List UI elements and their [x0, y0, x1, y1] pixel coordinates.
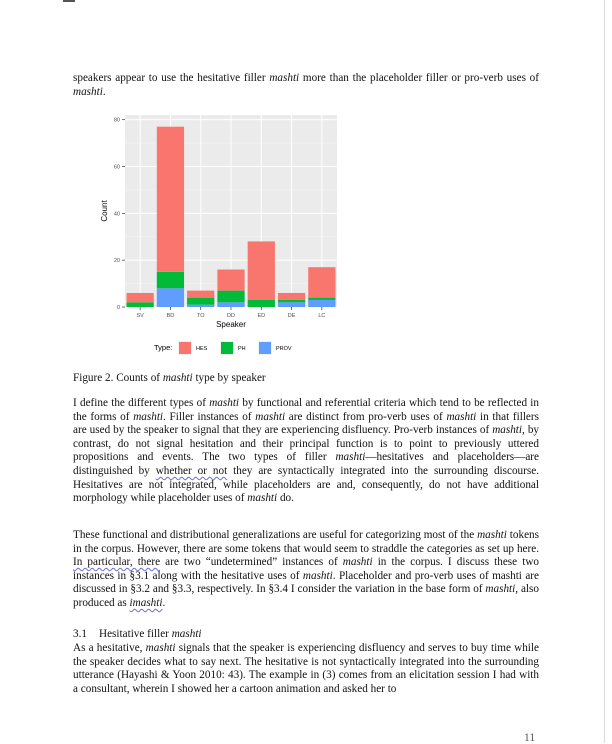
bar-segment-prov — [277, 302, 306, 307]
legend-title: Type: — [154, 343, 172, 352]
bar-segment-prov — [156, 288, 185, 307]
legend-swatch-ph — [221, 342, 233, 354]
intro-text: speakers appear to use the hesitative fi… — [73, 72, 539, 98]
bar-segment-ph — [277, 299, 306, 303]
y-tick-label: 80 — [114, 118, 120, 124]
bar-segment-ph — [187, 297, 215, 305]
bar-segment-hes — [156, 126, 185, 272]
figure-caption: Figure 2. Counts of mashti type by speak… — [73, 372, 266, 384]
y-tick-label: 40 — [114, 211, 120, 217]
marked-phrase: In particular, there — [73, 556, 161, 569]
x-tick-label: ED — [257, 313, 265, 319]
italic-term: mashti — [477, 529, 507, 541]
bar-segment-ph — [247, 299, 275, 307]
italic-term: mashti — [485, 583, 516, 596]
y-tick-label: 20 — [114, 258, 120, 264]
legend-label-prov: PROV — [276, 346, 292, 352]
section-title-italic: mashti — [171, 628, 202, 640]
bar-segment-hes — [247, 241, 275, 300]
section-number: 3.1 — [73, 628, 87, 640]
bar-segment-ph — [126, 302, 154, 307]
italic-term: mashti — [133, 410, 164, 423]
bar-segment-prov — [217, 302, 245, 307]
legend-swatch-prov — [259, 342, 271, 354]
legend-swatch-hes — [179, 342, 191, 354]
x-tick-label: DD — [227, 313, 235, 319]
italic-term: mashti — [255, 410, 286, 423]
legend-label-ph: PH — [238, 346, 246, 352]
bar-segment-ph — [308, 297, 336, 300]
page-number: 11 — [524, 732, 536, 744]
italic-term: mashti — [446, 410, 477, 423]
y-tick-label: 60 — [114, 165, 120, 171]
bar-segment-hes — [187, 290, 215, 298]
x-tick-label: SV — [136, 313, 144, 319]
x-axis-label: Speaker — [216, 320, 246, 329]
italic-term: mashti — [342, 556, 373, 569]
bar-segment-ph — [217, 290, 245, 303]
y-tick-label: 0 — [117, 305, 120, 311]
x-tick-label: TO — [197, 313, 205, 319]
page-edge-line — [604, 0, 605, 743]
bar-segment-prov — [308, 299, 336, 307]
italic-term: mashti — [269, 72, 300, 84]
bar-segment-hes — [277, 292, 306, 300]
x-tick-label: BD — [167, 313, 175, 319]
italic-term: mashti — [162, 372, 193, 384]
bar-segment-hes — [308, 267, 336, 298]
bar-segment-hes — [126, 292, 154, 303]
italic-term: mashti — [302, 569, 333, 582]
y-axis-label: Count — [100, 200, 109, 222]
bar-segment-prov — [187, 304, 215, 307]
ruler-mark — [63, 0, 75, 2]
section-heading: 3.1 Hesitative filler mashti — [73, 628, 202, 640]
figure-2-chart: 0 20 40 60 80 SV BD TO DD ED DE LC Speaker Count Type:… — [100, 115, 337, 355]
italic-term: imashti — [129, 596, 163, 609]
section-title: Hesitative filler — [99, 628, 172, 640]
italic-term: mashti — [247, 492, 278, 505]
paragraph-2-text: These functional and distributional gene… — [73, 529, 539, 609]
marked-phrase: whether or not — [155, 464, 228, 477]
legend-label-hes: HES — [196, 346, 208, 352]
bar-segment-ph — [156, 271, 185, 289]
italic-term: mashti — [209, 397, 240, 409]
intro-paragraph: speakers appear to use the hesitative fi… — [73, 72, 539, 99]
italic-term: mashti — [145, 642, 176, 654]
paragraph-1: I define the different types of mashti b… — [73, 397, 539, 506]
x-tick-label: DE — [288, 313, 296, 319]
paragraph-1-text: I define the different types of mashti b… — [73, 397, 540, 505]
italic-term: mashti — [335, 451, 366, 464]
document-top-edge — [0, 0, 612, 8]
italic-term: mashti — [73, 85, 103, 98]
figure-caption-text: Figure 2. Counts of mashti type by speak… — [73, 372, 266, 384]
paragraph-2: These functional and distributional gene… — [73, 529, 539, 611]
x-tick-label: LC — [318, 313, 325, 319]
paragraph-3-text: As a hesitative, mashti signals that the… — [73, 642, 539, 695]
italic-term: mashti — [492, 424, 523, 437]
bar-segment-hes — [217, 269, 245, 291]
paragraph-3: As a hesitative, mashti signals that the… — [73, 642, 539, 696]
